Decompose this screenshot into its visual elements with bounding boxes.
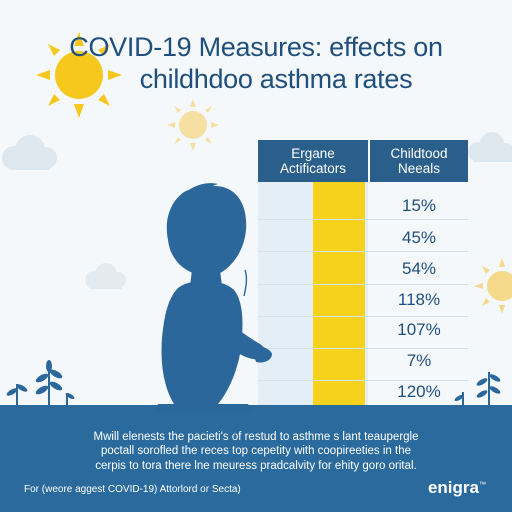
footer-text-line2: poctall sorofled the reces top cepetity …: [100, 445, 412, 457]
sun-icon-right: [474, 258, 512, 314]
brand-logo: enigra™: [428, 478, 486, 498]
cloud-icon-left: [2, 135, 57, 170]
ground-panel: [0, 405, 512, 512]
table-value: 107%: [397, 320, 441, 339]
table-header-col1-line2: Actificators: [279, 161, 347, 176]
cloud-icon-right: [468, 132, 512, 162]
brand-name: enigra: [427, 478, 479, 497]
table-header-col2: Childtood Neeals: [370, 140, 468, 182]
footer-note: For (weore aggest COVID-19) Attorlord or…: [24, 484, 241, 495]
table-value: 15%: [401, 196, 437, 215]
row-divider: [258, 219, 468, 220]
page-title-line2: childhdoo asthma rates: [139, 64, 413, 94]
table-value: 120%: [397, 382, 441, 401]
table-value: 7%: [406, 351, 432, 370]
table-header-col2-line2: Neeals: [397, 161, 441, 176]
plant-icon-right: [454, 372, 501, 410]
child-silhouette-illustration: [154, 183, 272, 412]
footer-text-line1: Mwill elenests the pacieti's of restud t…: [93, 431, 419, 443]
row-divider: [258, 380, 468, 381]
table-header-col1: Ergane Actificators: [258, 140, 368, 182]
brand-trademark: ™: [479, 481, 486, 489]
row-divider: [258, 316, 468, 317]
table-header-col1-line1: Ergane: [291, 146, 335, 161]
row-divider: [258, 284, 468, 285]
cloud-icon-mid: [85, 263, 126, 289]
row-divider: [258, 348, 468, 349]
plant-icon-left: [6, 360, 75, 410]
table-value: 45%: [401, 228, 437, 247]
data-table: Ergane Actificators Childtood Neeals 15%…: [258, 140, 468, 410]
sun-icon-small: [167, 99, 219, 151]
row-divider: [258, 251, 468, 252]
highlight-bar: [313, 182, 365, 410]
table-header-col2-line1: Childtood: [390, 146, 448, 161]
page-title-line1: COVID-19 Measures: effects on: [69, 32, 443, 62]
table-value: 54%: [401, 259, 437, 278]
footer-text-line3: cerpis to tora there lne meuress pradcal…: [95, 460, 417, 472]
sun-icon-large: [36, 32, 122, 118]
table-value: 118%: [397, 290, 441, 309]
